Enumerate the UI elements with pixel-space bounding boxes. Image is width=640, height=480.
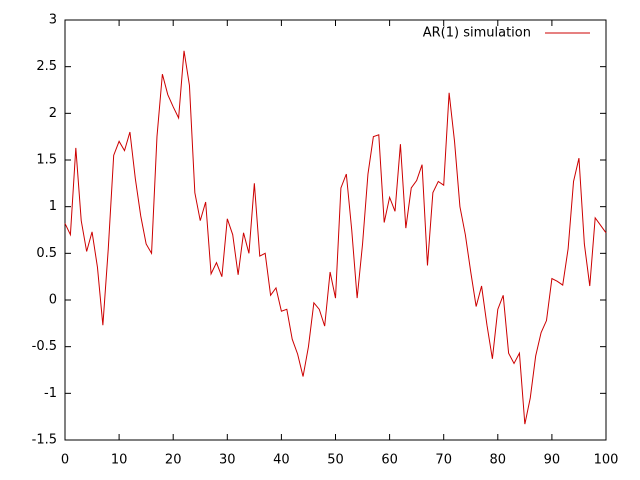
x-tick-label: 60 xyxy=(381,453,398,468)
x-tick-label: 0 xyxy=(61,453,69,468)
x-tick-label: 20 xyxy=(165,453,182,468)
plot-border xyxy=(64,19,607,441)
x-tick-label: 100 xyxy=(594,453,619,468)
x-tick-label: 80 xyxy=(490,453,507,468)
y-tick-label: 1.5 xyxy=(36,153,57,168)
y-tick-label: -1 xyxy=(44,386,57,401)
line-series xyxy=(64,50,607,425)
legend-label: AR(1) simulation xyxy=(423,26,531,41)
y-tick-label: 2 xyxy=(49,106,57,121)
y-tick-label: 0.5 xyxy=(36,246,57,261)
y-tick-label: -0.5 xyxy=(32,339,57,354)
y-tick-label: 3 xyxy=(49,13,57,28)
y-tick-label: -1.5 xyxy=(32,433,57,448)
x-tick-label: 30 xyxy=(219,453,236,468)
y-tick-label: 1 xyxy=(49,199,57,214)
x-tick-label: 90 xyxy=(544,453,561,468)
y-tick-label: 2.5 xyxy=(36,59,57,74)
y-tick-label: 0 xyxy=(49,293,57,308)
x-tick-label: 70 xyxy=(435,453,452,468)
x-tick-label: 50 xyxy=(327,453,344,468)
x-tick-label: 40 xyxy=(273,453,290,468)
x-tick-label: 10 xyxy=(111,453,128,468)
